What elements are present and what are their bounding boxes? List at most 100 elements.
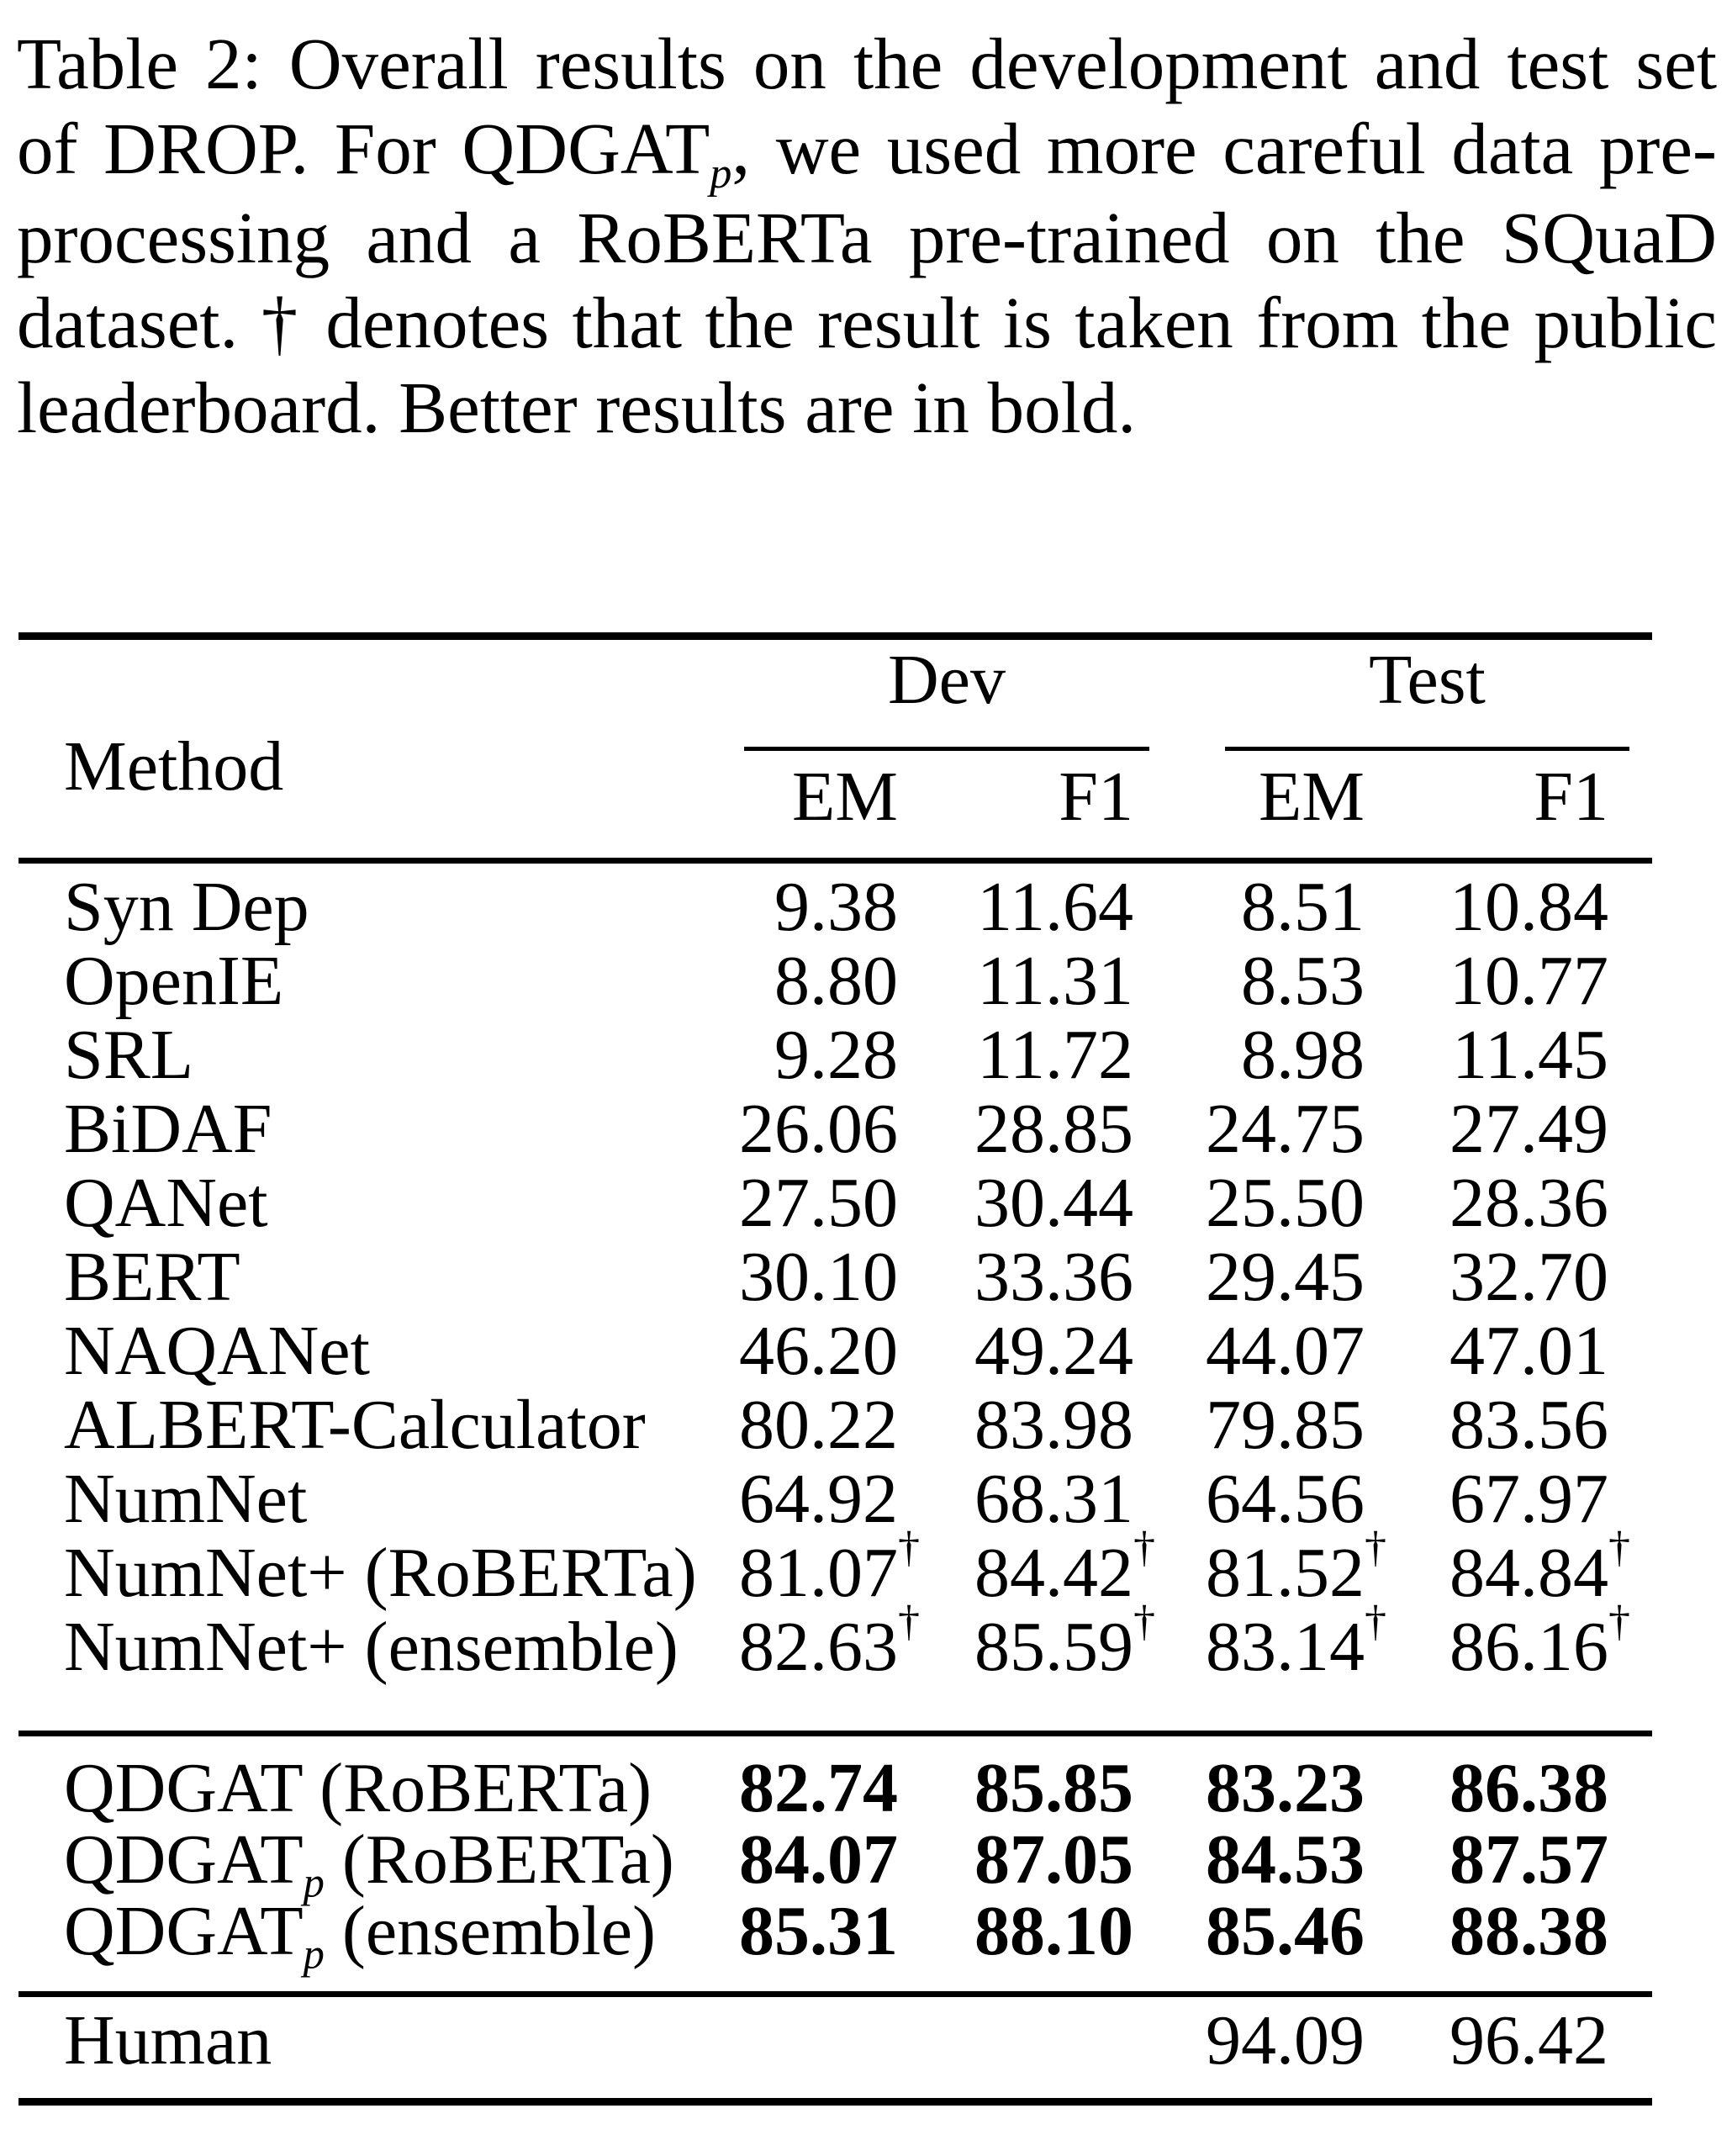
value-cell: 81.07 †	[739, 1524, 921, 1612]
table-row: NumNet+ (ensemble) 82.63 † 85.59 † 83.14 † 86.1…	[0, 1598, 1732, 1686]
value-cell: 79.85	[1206, 1386, 1365, 1464]
method-cell: QDGATp (ensemble)	[64, 1896, 656, 1975]
value-cell: 84.42 †	[974, 1524, 1156, 1612]
toprule	[18, 632, 1652, 640]
text-segment: dataset. † denotes that the result is ta…	[17, 282, 1717, 364]
text-segment: NumNet+ (ensemble)	[64, 1608, 679, 1686]
value-cell: 88.10	[974, 1892, 1133, 1970]
dev-em-header: EM	[792, 758, 898, 836]
subscript: p	[710, 149, 732, 198]
value-cell: 9.28	[774, 1016, 898, 1094]
value-cell: 8.53	[1241, 942, 1365, 1020]
value-cell: 82.63 †	[739, 1598, 921, 1686]
value-cell: 11.64	[977, 868, 1133, 946]
value-cell: 30.44	[974, 1164, 1133, 1242]
caption-line: leaderboard. Better results are in bold.	[17, 365, 1717, 450]
section-midrule-1	[18, 1731, 1652, 1736]
value-cell: 85.31	[739, 1892, 898, 1970]
value-cell: 9.38	[774, 868, 898, 946]
dagger-superscript: †	[1608, 1524, 1631, 1572]
value-cell: 8.80	[774, 942, 898, 1020]
method-cell: Human	[64, 2005, 272, 2076]
caption-line: Table 2: Overall results on the developm…	[17, 21, 1717, 106]
subscript: p	[303, 1930, 325, 1978]
method-cell: SRL	[64, 1020, 193, 1091]
value-cell: 85.59 †	[974, 1598, 1156, 1686]
method-column-header: Method	[64, 727, 284, 806]
table-row: NumNet 64.92 68.31 64.56 67.97	[0, 1464, 1732, 1535]
table-caption: Table 2: Overall results on the developm…	[17, 21, 1717, 450]
value-cell: 94.09	[1206, 2001, 1365, 2079]
dev-group-header: Dev	[888, 641, 1006, 719]
table-row: QANet 27.50 30.44 25.50 28.36	[0, 1168, 1732, 1239]
text-segment: QDGAT (RoBERTa)	[64, 1749, 652, 1827]
method-cell: NumNet+ (RoBERTa)	[64, 1538, 697, 1609]
method-cell: OpenIE	[64, 946, 283, 1017]
value-cell: 27.49	[1449, 1090, 1608, 1168]
value-cell: 68.31	[974, 1460, 1133, 1538]
method-cell: QANet	[64, 1168, 268, 1239]
test-em-header: EM	[1259, 758, 1365, 836]
subscript: p	[303, 1858, 325, 1906]
value-cell: 25.50	[1206, 1164, 1365, 1242]
dev-f1-header: F1	[1059, 758, 1133, 836]
value-cell: 33.36	[974, 1238, 1133, 1316]
table-row: BERT 30.10 33.36 29.45 32.70	[0, 1242, 1732, 1313]
text-segment: NumNet+ (RoBERTa)	[64, 1534, 697, 1612]
text-segment: NAQANet	[64, 1312, 370, 1390]
text-segment: QDGAT	[64, 1820, 304, 1899]
table-row: Syn Dep 9.38 11.64 8.51 10.84	[0, 872, 1732, 943]
value-cell: 30.10	[739, 1238, 898, 1316]
text-segment: of DROP. For QDGAT	[17, 108, 710, 189]
cmidrule-dev	[744, 747, 1149, 751]
value-cell: 47.01	[1449, 1312, 1608, 1390]
dagger-superscript: †	[1133, 1524, 1156, 1572]
text-segment: QDGAT	[64, 1892, 304, 1970]
method-cell: QDGAT (RoBERTa)	[64, 1753, 652, 1824]
table-row: QDGATp (ensemble) 85.31 88.10 85.46 88.38	[0, 1892, 1732, 1975]
method-cell: ALBERT-Calculator	[64, 1390, 646, 1461]
value-cell: 85.46	[1206, 1892, 1365, 1970]
value-cell: 85.85	[974, 1749, 1133, 1827]
value-cell: 83.14 †	[1206, 1598, 1387, 1686]
value-cell: 8.98	[1241, 1016, 1365, 1094]
text-segment: Syn Dep	[64, 868, 309, 946]
value-cell: 84.07	[739, 1820, 898, 1899]
dagger-superscript: †	[1608, 1598, 1631, 1646]
dagger-superscript: †	[898, 1524, 921, 1572]
value-cell: 67.97	[1449, 1460, 1608, 1538]
caption-line: of DROP. For QDGATp, we used more carefu…	[17, 106, 1717, 195]
value-cell: 82.74	[739, 1749, 898, 1827]
value-cell: 83.98	[974, 1386, 1133, 1464]
value-cell: 10.77	[1449, 942, 1608, 1020]
value-cell: 29.45	[1206, 1238, 1365, 1316]
value-cell: 88.38	[1449, 1892, 1608, 1970]
header-midrule	[18, 858, 1652, 864]
value-cell: 87.57	[1449, 1820, 1608, 1899]
method-cell: NumNet+ (ensemble)	[64, 1612, 679, 1683]
value-cell: 84.53	[1206, 1820, 1365, 1899]
value-cell: 83.23	[1206, 1749, 1365, 1827]
dagger-superscript: †	[1133, 1598, 1156, 1646]
value-cell: 46.20	[739, 1312, 898, 1390]
text-segment: leaderboard. Better results are in bold.	[17, 367, 1137, 449]
table-row: OpenIE 8.80 11.31 8.53 10.77	[0, 946, 1732, 1017]
text-segment: (ensemble)	[324, 1892, 657, 1970]
value-cell: 11.72	[977, 1016, 1133, 1094]
text-segment: , we used more careful data pre-	[731, 108, 1717, 189]
value-cell: 87.05	[974, 1820, 1133, 1899]
value-cell: 8.51	[1241, 868, 1365, 946]
text-segment: QANet	[64, 1164, 268, 1242]
table-row: NAQANet 46.20 49.24 44.07 47.01	[0, 1316, 1732, 1387]
value-cell: 28.85	[974, 1090, 1133, 1168]
value-cell: 24.75	[1206, 1090, 1365, 1168]
value-cell: 83.56	[1449, 1386, 1608, 1464]
text-segment: ALBERT-Calculator	[64, 1386, 646, 1464]
value-cell: 96.42	[1449, 2001, 1608, 2079]
value-cell: 11.45	[1452, 1016, 1608, 1094]
method-cell: BiDAF	[64, 1094, 272, 1165]
cmidrule-test	[1225, 747, 1629, 751]
text-segment: (RoBERTa)	[324, 1820, 674, 1899]
value-cell: 26.06	[739, 1090, 898, 1168]
